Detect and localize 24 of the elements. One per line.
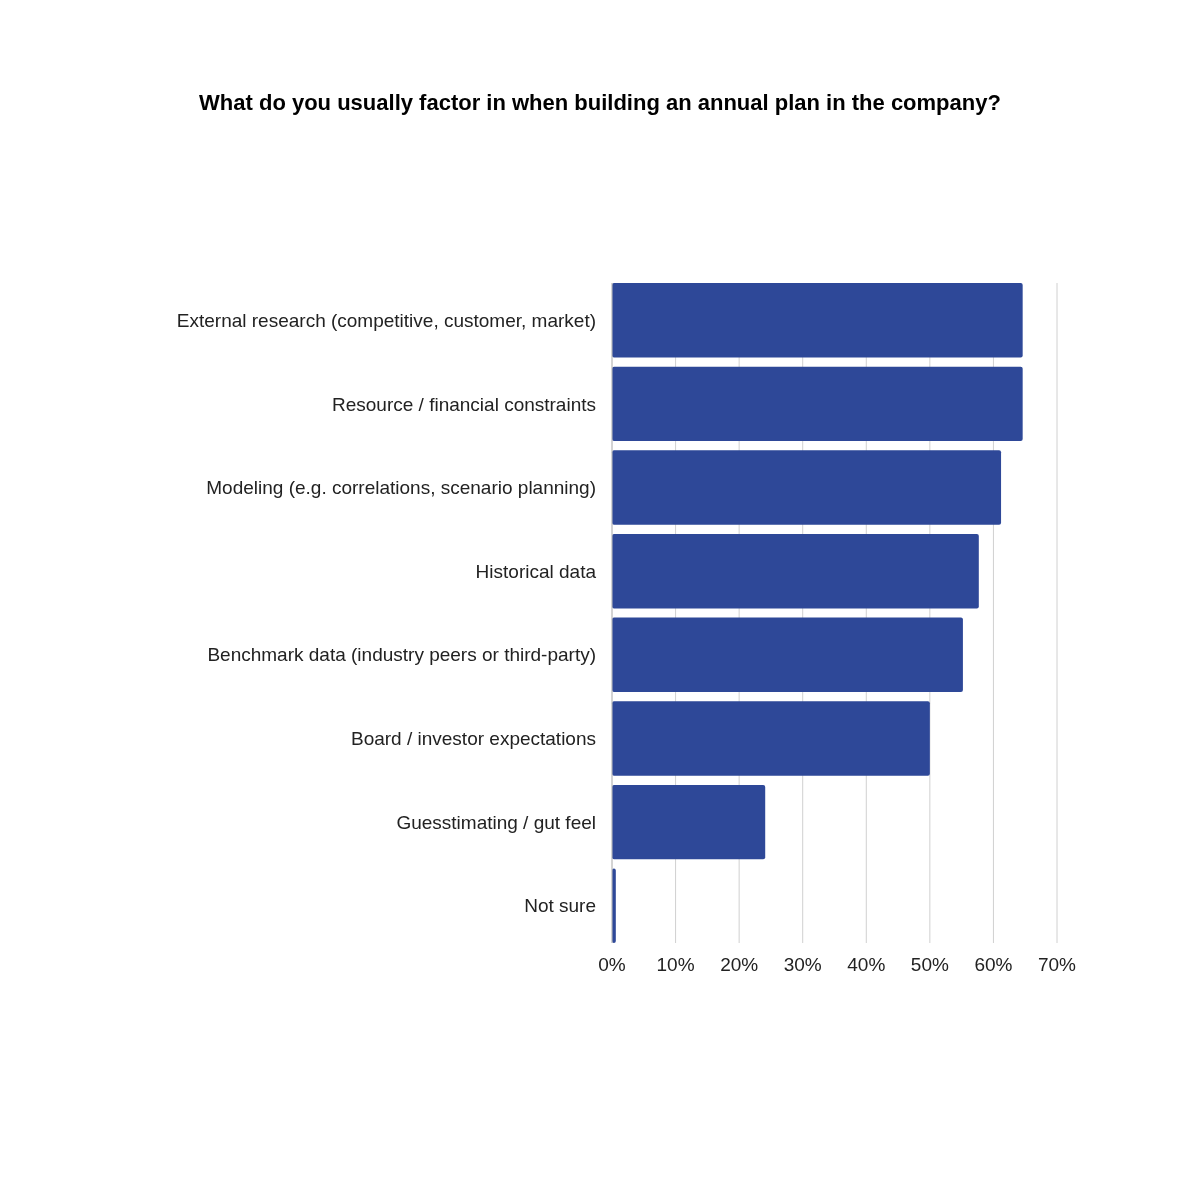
y-tick-label: External research (competitive, customer, market) [176,309,596,331]
bar [612,617,963,693]
bar [612,450,1002,525]
y-tick-label: Guesstimating / gut feel [396,811,596,833]
bar [612,283,1023,358]
y-tick-label: Historical data [475,560,597,582]
y-tick-label: Board / investor expectations [350,728,596,750]
x-tick-label: 20% [720,954,759,975]
x-tick-label: 50% [910,954,949,975]
x-tick-label: 60% [974,954,1013,975]
x-tick-label: 10% [656,954,695,975]
x-tick-label: 30% [783,954,822,975]
y-tick-label: Benchmark data (industry peers or third-party) [207,644,596,666]
chart-title: What do you usually factor in when building an annual plan in the company? [199,90,1001,115]
bar [612,533,979,609]
bar [612,784,766,860]
bar [612,701,930,776]
y-tick-label: Modeling (e.g. correlations, scenario planning) [206,477,596,499]
y-tick-label: Not sure [524,895,596,917]
x-tick-label: 0% [598,954,626,975]
bar [612,366,1023,442]
x-tick-label: 70% [1037,954,1077,975]
y-tick-label: Resource / financial constraints [331,393,596,415]
x-tick-label: 40% [847,954,886,975]
